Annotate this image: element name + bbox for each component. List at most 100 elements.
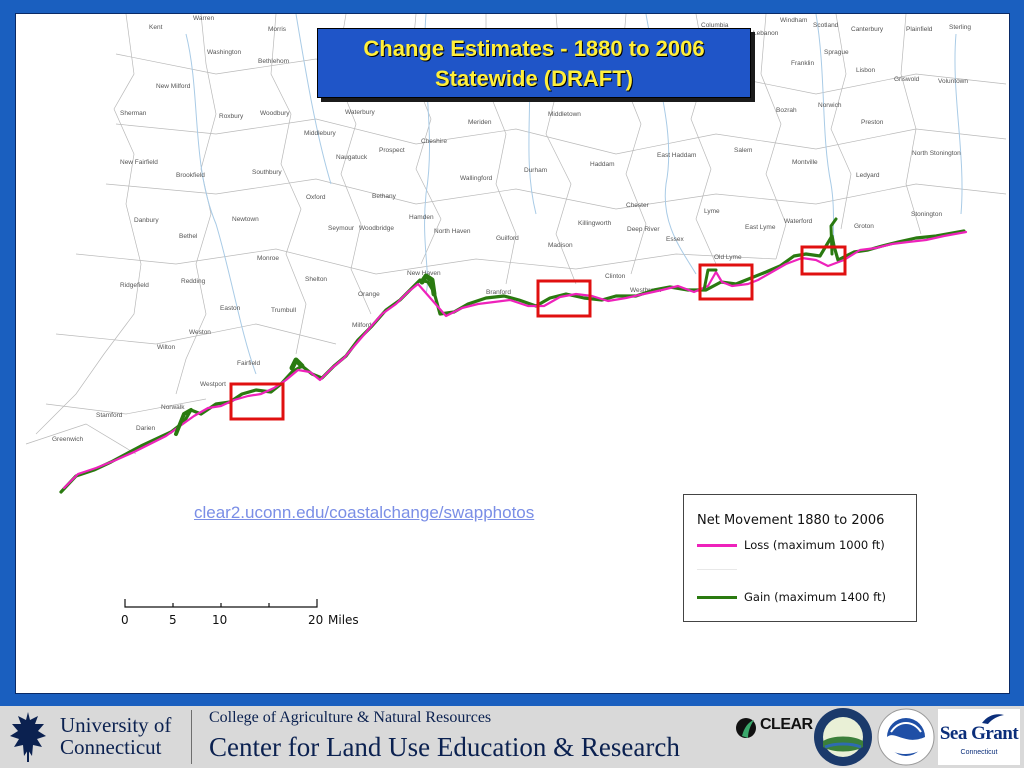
title-line-1: Change Estimates - 1880 to 2006 — [363, 36, 705, 61]
town-label: Woodbury — [260, 110, 290, 117]
town-label: Essex — [666, 236, 684, 243]
town-label: Sterling — [949, 24, 971, 31]
coastline-gain-detail — [702, 268, 718, 292]
coastline-loss — [62, 230, 968, 490]
town-label: Canterbury — [851, 26, 884, 33]
town-label: Prospect — [379, 147, 405, 154]
town-label: Haddam — [590, 161, 615, 168]
town-label: Franklin — [791, 60, 815, 67]
town-label: Bozrah — [776, 107, 797, 114]
gain-swatch — [697, 595, 737, 599]
town-label: Newtown — [232, 216, 259, 223]
scale-bar-line — [124, 599, 318, 608]
title-box: Change Estimates - 1880 to 2006 Statewid… — [317, 28, 751, 98]
town-label: Brookfield — [176, 172, 205, 179]
town-label: Groton — [854, 223, 874, 230]
scale-tick-20: 20 — [308, 613, 324, 627]
scale-bar: 0 5 10 20 Miles — [119, 594, 379, 634]
university-line-2: Connecticut — [60, 735, 162, 759]
town-label: Bethlehom — [258, 58, 289, 65]
sea-grant-subtitle: Connecticut — [960, 749, 998, 756]
town-label: Wallingford — [460, 175, 493, 182]
town-label: Middlebury — [304, 130, 337, 137]
university-name: University of Connecticut — [60, 714, 171, 758]
town-label: Killingworth — [578, 220, 612, 227]
town-label: New Fairfield — [120, 159, 158, 166]
town-label: Chester — [626, 202, 650, 209]
center-name: Center for Land Use Education & Research — [209, 732, 680, 762]
town-label: Deep River — [627, 226, 660, 233]
town-label: Roxbury — [219, 113, 244, 120]
clear-logo-icon — [736, 718, 756, 738]
town-label: Ledyard — [856, 172, 880, 179]
scale-tick-10: 10 — [212, 613, 228, 627]
town-label: Washington — [207, 49, 241, 56]
town-label: East Haddam — [657, 152, 696, 159]
clear-logo-text: CLEAR — [760, 716, 813, 733]
scale-unit: Miles — [328, 613, 359, 627]
town-label: Warren — [193, 15, 214, 22]
town-label: Plainfield — [906, 26, 933, 33]
town-label: Bethel — [179, 233, 198, 240]
legend: Net Movement 1880 to 2006 Loss (maximum … — [683, 494, 917, 622]
coastline — [59, 217, 968, 494]
town-label: Milford — [352, 322, 372, 329]
town-label: Stonington — [911, 211, 942, 218]
town-label: Ridgefield — [120, 282, 149, 289]
title-line-2: Statewide (DRAFT) — [435, 66, 633, 91]
town-label: Waterford — [784, 218, 813, 225]
town-label: Guilford — [496, 235, 519, 242]
legend-divider — [697, 569, 737, 570]
legend-gain-row: Gain (maximum 1400 ft) — [697, 590, 886, 604]
town-label: Scotland — [813, 22, 839, 29]
town-label: Trumbull — [271, 307, 297, 314]
highlight-box-waterford — [800, 245, 847, 276]
highlight-box-westport — [229, 382, 285, 421]
town-label: East Lyme — [745, 224, 776, 231]
town-label: Greenwich — [52, 436, 83, 443]
town-label: Sherman — [120, 110, 147, 117]
source-url-link[interactable]: clear2.uconn.edu/coastalchange/swapphoto… — [194, 503, 535, 522]
legend-title: Net Movement 1880 to 2006 — [697, 513, 885, 528]
town-label: Seymour — [328, 225, 355, 232]
town-label: Shelton — [305, 276, 327, 283]
coastline-gain-detail — [419, 273, 437, 297]
town-label: Oxford — [306, 194, 326, 201]
town-label: New Haven — [407, 270, 441, 277]
coastline-gain — [59, 229, 966, 494]
town-label: Durham — [524, 167, 547, 174]
footer: University of Connecticut College of Agr… — [0, 706, 1024, 768]
town-label: Clinton — [605, 273, 626, 280]
town-label: Woodbridge — [359, 225, 394, 232]
town-label: Old Lyme — [714, 254, 742, 261]
footer-divider — [191, 710, 192, 764]
town-label: Darien — [136, 425, 156, 432]
town-label: North Haven — [434, 228, 471, 235]
noaa-seal-icon — [877, 708, 935, 766]
town-label: Norwalk — [161, 404, 185, 411]
town-label: Naugatuck — [336, 154, 368, 161]
town-label: Fairfield — [237, 360, 261, 367]
coastline-gain-detail — [174, 408, 193, 436]
town-label: Stamford — [96, 412, 123, 419]
town-label: Westbrook — [630, 287, 662, 294]
town-label: Southbury — [252, 169, 282, 176]
town-label: Kent — [149, 24, 163, 31]
town-label: Sprague — [824, 49, 849, 56]
sea-grant-logo: Sea Grant Connecticut — [938, 709, 1020, 765]
legend-gain-label: Gain (maximum 1400 ft) — [744, 590, 886, 604]
town-label: Danbury — [134, 217, 159, 224]
university-line-1: University of — [60, 713, 172, 737]
town-label: Wilton — [157, 344, 175, 351]
town-label: Lyme — [704, 208, 720, 215]
coastline-gain-detail — [289, 357, 305, 371]
map-frame: Warren Morris Kent Washington Bethlehom … — [15, 13, 1010, 694]
town-label: Griswold — [894, 76, 920, 83]
town-label: Meriden — [468, 119, 492, 126]
town-label: Norwich — [818, 102, 842, 109]
town-label: Madison — [548, 242, 573, 249]
town-label: Hamden — [409, 214, 434, 221]
town-label: Preston — [861, 119, 884, 126]
scale-tick-0: 0 — [121, 613, 129, 627]
